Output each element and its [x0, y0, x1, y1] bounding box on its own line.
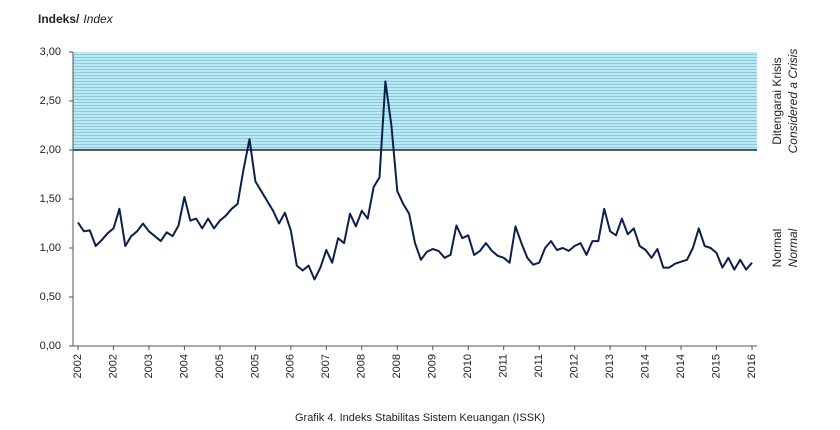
series-line — [77, 80, 753, 281]
x-tick-label: 2009 — [427, 354, 439, 378]
x-tick-label: 2002 — [72, 354, 84, 378]
caption: Grafik 4. Indeks Stabilitas Sistem Keuan… — [295, 412, 545, 424]
x-tick-label: 2014 — [675, 354, 687, 378]
chart-title: Indeks/Index — [38, 12, 114, 26]
x-tick-label: 2010 — [462, 354, 474, 378]
y-tick-label: 0,00 — [40, 340, 61, 352]
x-tick-label: 2005 — [249, 354, 261, 378]
y-tick-label: 3,00 — [40, 46, 61, 58]
x-tick-label: 2003 — [143, 354, 155, 378]
x-tick-label: 2012 — [569, 354, 581, 378]
x-tick-label: 2008 — [391, 354, 403, 378]
crisis-zone — [73, 52, 757, 150]
zone-label: Normal — [786, 228, 800, 267]
x-tick-label: 2008 — [356, 354, 368, 378]
x-tick-label: 2006 — [285, 354, 297, 378]
y-tick-label: 2,00 — [40, 144, 61, 156]
x-tick-label: 2011 — [498, 354, 510, 378]
zone-label: Ditengarai Krisis — [770, 57, 784, 144]
zone-label: Considered a Crisis — [786, 49, 800, 154]
x-tick-label: 2004 — [178, 354, 190, 378]
x-tick-label: 2015 — [710, 354, 722, 378]
y-tick-label: 1,00 — [40, 242, 61, 254]
x-tick-label: 2016 — [746, 354, 758, 378]
y-tick-label: 1,50 — [40, 193, 61, 205]
title-text: Indeks/ — [38, 12, 80, 26]
y-tick-label: 2,50 — [40, 95, 61, 107]
title-italic: Index — [83, 12, 113, 26]
x-tick-label: 2011 — [533, 354, 545, 378]
zone-label: Normal — [770, 229, 784, 268]
x-tick-label: 2013 — [604, 354, 616, 378]
x-tick-label: 2007 — [320, 354, 332, 378]
x-tick-label: 2002 — [107, 354, 119, 378]
x-tick-label: 2014 — [639, 354, 651, 378]
x-tick-label: 2005 — [214, 354, 226, 378]
y-tick-label: 0,50 — [40, 291, 61, 303]
